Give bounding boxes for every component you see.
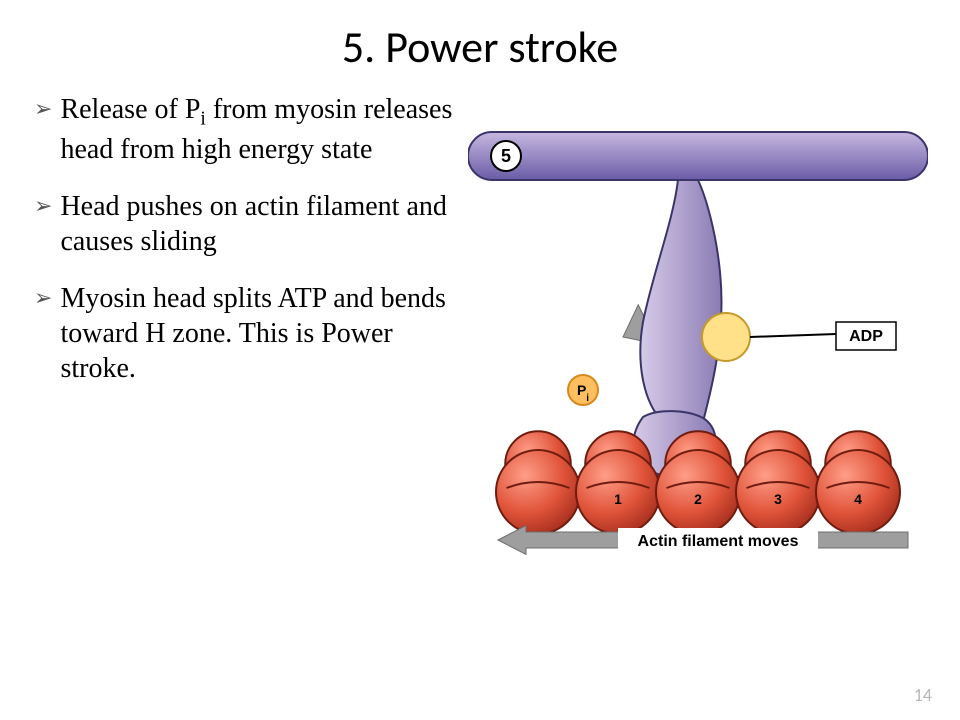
bullet-text: Release of Pi from myosin releases head … bbox=[60, 92, 458, 167]
page-number: 14 bbox=[914, 684, 932, 706]
bullet-text: Myosin head splits ATP and bends toward … bbox=[60, 281, 458, 386]
page-title: 5. Power stroke bbox=[0, 0, 960, 92]
diagram-container: 5ADPPi1234Actin filament moves bbox=[458, 92, 930, 562]
actin-bead bbox=[496, 431, 580, 534]
power-stroke-diagram: 5ADPPi1234Actin filament moves bbox=[468, 122, 928, 562]
bullet-item: ➢Myosin head splits ATP and bends toward… bbox=[48, 281, 458, 386]
myosin-neck bbox=[640, 180, 721, 422]
actin-bead-number: 1 bbox=[614, 491, 622, 507]
adp-label: ADP bbox=[849, 328, 883, 345]
bullet-list: ➢Release of Pi from myosin releases head… bbox=[48, 92, 458, 562]
bullet-item: ➢Release of Pi from myosin releases head… bbox=[48, 92, 458, 167]
bullet-marker-icon: ➢ bbox=[34, 281, 52, 386]
bullet-text: Head pushes on actin filament and causes… bbox=[60, 189, 458, 259]
step-number-label: 5 bbox=[501, 146, 511, 166]
actin-bead-number: 2 bbox=[694, 491, 702, 507]
actin-bead: 3 bbox=[736, 431, 820, 534]
adp-leader-line bbox=[750, 334, 836, 337]
actin-arrow-label: Actin filament moves bbox=[638, 533, 799, 550]
actin-bead-number: 4 bbox=[854, 491, 862, 507]
bullet-item: ➢Head pushes on actin filament and cause… bbox=[48, 189, 458, 259]
actin-bead: 4 bbox=[816, 431, 900, 534]
content-row: ➢Release of Pi from myosin releases head… bbox=[0, 92, 960, 562]
adp-molecule-icon bbox=[702, 313, 750, 361]
myosin-filament-bar bbox=[468, 132, 928, 180]
bullet-marker-icon: ➢ bbox=[34, 92, 52, 167]
actin-bead-number: 3 bbox=[774, 491, 782, 507]
bullet-marker-icon: ➢ bbox=[34, 189, 52, 259]
